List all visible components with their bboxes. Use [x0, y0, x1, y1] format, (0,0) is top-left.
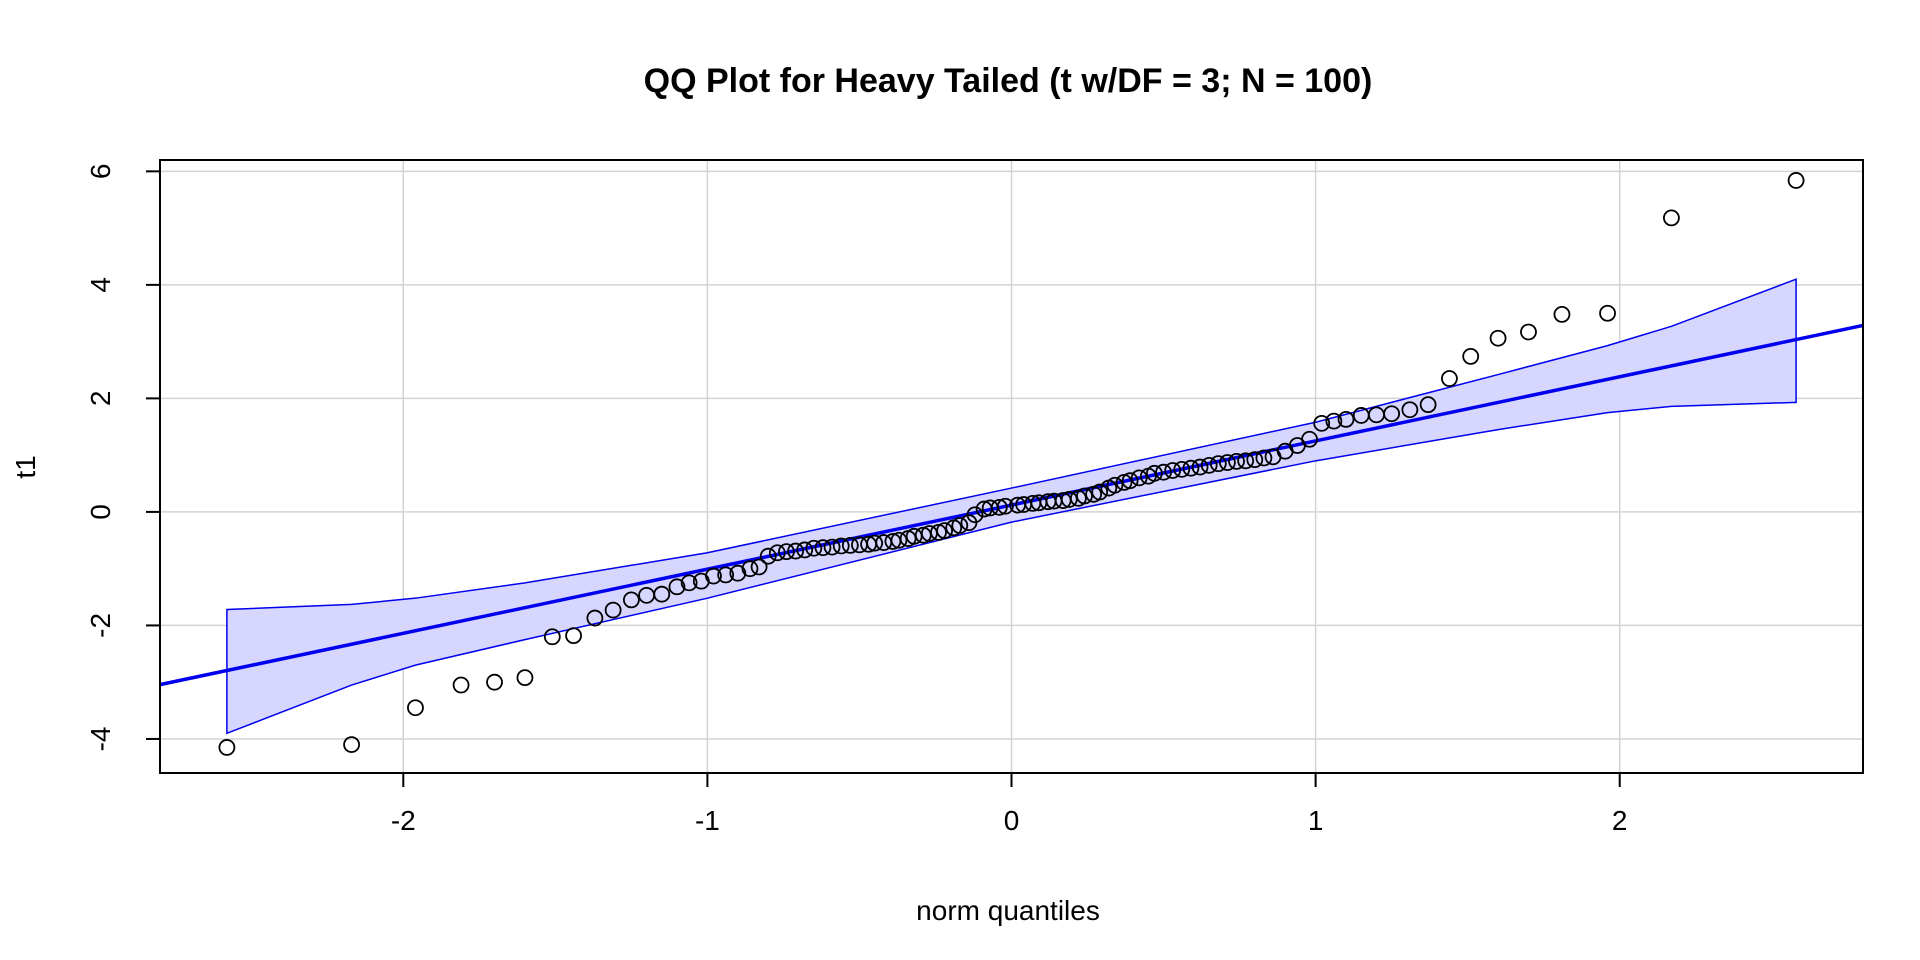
y-axis: -4 -2 0 2 4 6 — [85, 164, 160, 751]
data-point — [486, 673, 503, 691]
x-axis-label: norm quantiles — [916, 895, 1100, 926]
data-point — [1255, 449, 1273, 467]
data-point — [1383, 405, 1401, 423]
data-point — [407, 699, 424, 717]
data-point — [717, 566, 735, 584]
data-point — [990, 498, 1008, 516]
data-point — [1146, 464, 1163, 482]
data-point — [343, 736, 360, 754]
data-point — [1237, 452, 1255, 470]
data-point — [1520, 323, 1537, 341]
data-point — [951, 517, 969, 534]
data-point — [1663, 209, 1680, 227]
y-tick-label: -2 — [85, 613, 116, 638]
x-tick-label: 0 — [1004, 805, 1020, 836]
data-point — [750, 558, 768, 576]
grid-lines — [160, 160, 1863, 773]
data-point — [930, 523, 947, 541]
data-point — [966, 506, 984, 524]
data-point — [516, 669, 534, 687]
x-tick-label: -2 — [391, 805, 416, 836]
data-point — [1115, 473, 1133, 491]
data-point — [1164, 462, 1182, 479]
data-point — [890, 531, 908, 549]
data-point — [729, 564, 747, 582]
data-point — [1787, 172, 1805, 189]
x-tick-label: 1 — [1308, 805, 1324, 836]
y-tick-label: -4 — [85, 726, 116, 751]
data-point — [1130, 469, 1148, 487]
chart-title: QQ Plot for Heavy Tailed (t w/DF = 3; N … — [644, 62, 1373, 100]
data-point — [668, 578, 686, 596]
data-point — [787, 542, 804, 560]
data-point — [778, 543, 795, 561]
data-point — [1076, 487, 1093, 505]
data-point — [741, 560, 759, 578]
data-point — [866, 534, 884, 552]
data-point — [604, 601, 622, 619]
data-point — [586, 609, 604, 627]
data-point — [841, 536, 859, 554]
data-point — [1489, 329, 1507, 347]
data-point — [1219, 454, 1236, 471]
data-point — [805, 539, 823, 557]
data-point — [1191, 458, 1209, 476]
data-point — [1313, 414, 1331, 432]
data-point — [1419, 396, 1437, 414]
data-point — [1228, 452, 1245, 470]
data-point — [452, 676, 470, 694]
reference-line — [159, 323, 1864, 687]
data-point — [1106, 476, 1124, 494]
data-point — [1155, 463, 1172, 481]
data-point — [796, 541, 814, 559]
data-point — [1173, 460, 1191, 478]
data-point — [997, 497, 1014, 515]
data-point — [814, 539, 832, 557]
data-point — [1209, 455, 1227, 473]
data-point — [1462, 347, 1480, 365]
y-tick-label: 2 — [85, 391, 116, 407]
data-point — [622, 591, 640, 609]
data-point — [832, 537, 850, 555]
data-point — [218, 739, 236, 756]
x-tick-label: 2 — [1612, 805, 1628, 836]
data-point — [823, 538, 841, 556]
data-point — [1091, 483, 1109, 501]
y-tick-label: 4 — [85, 277, 116, 293]
data-point — [565, 627, 582, 645]
y-tick-label: 0 — [85, 504, 116, 520]
data-point — [1325, 412, 1343, 430]
data-point — [1301, 430, 1318, 448]
data-point — [653, 585, 671, 603]
data-point — [1121, 472, 1139, 490]
data-point — [1337, 410, 1355, 428]
x-axis: -2 -1 0 1 2 — [391, 773, 1628, 836]
data-point — [543, 628, 561, 646]
data-point — [1401, 401, 1419, 419]
data-point — [1060, 491, 1078, 508]
data-point — [1200, 456, 1218, 474]
data-point — [759, 547, 777, 565]
data-points — [218, 172, 1805, 756]
data-point — [936, 522, 953, 540]
data-point — [680, 574, 698, 592]
data-point — [705, 567, 722, 585]
y-tick-label: 6 — [85, 164, 116, 180]
data-point — [768, 544, 786, 562]
data-point — [1553, 305, 1571, 323]
y-axis-label: t1 — [10, 455, 41, 478]
x-tick-label: -1 — [695, 805, 720, 836]
data-point — [1246, 451, 1264, 469]
data-point — [1182, 459, 1200, 477]
data-point — [1441, 370, 1458, 387]
data-point — [1599, 304, 1616, 322]
reference-line-group — [159, 323, 1864, 687]
